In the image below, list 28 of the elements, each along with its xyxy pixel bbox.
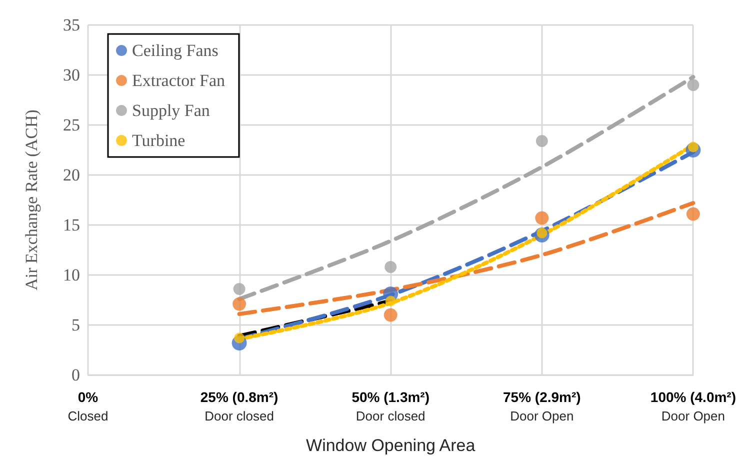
legend-label: Ceiling Fans (132, 41, 218, 60)
point (686, 207, 700, 221)
x-tick-label: 100% (4.0m²) Door Open (650, 389, 736, 424)
point (687, 79, 700, 91)
x-tick-label: 25% (0.8m²) Door closed (200, 389, 278, 424)
point (384, 308, 398, 322)
x-tick-label: 75% (2.9m²) Door Open (502, 389, 581, 424)
y-axis-title: Air Exchange Rate (ACH) (22, 110, 41, 290)
point (384, 261, 397, 273)
y-tick-label: 20 (63, 166, 80, 184)
x-axis-title: Window Opening Area (306, 436, 476, 455)
y-tick-label: 25 (63, 116, 80, 134)
point (535, 211, 549, 225)
x-tick-label: 0% Closed (68, 389, 108, 424)
point (232, 297, 246, 311)
point (233, 283, 246, 295)
y-tick-label: 30 (63, 66, 80, 84)
x-tick-label: 50% (1.3m²) Door closed (352, 389, 430, 424)
y-tick-label: 10 (63, 266, 80, 284)
y-tick-label: 35 (63, 16, 80, 34)
legend-label: Extractor Fan (132, 71, 226, 90)
point (536, 135, 548, 147)
y-tick-label: 15 (63, 216, 80, 234)
point (385, 296, 396, 306)
legend-label: Supply Fan (132, 101, 210, 120)
y-tick-label: 0 (72, 366, 80, 384)
y-tick-label: 5 (72, 316, 80, 334)
legend-label: Turbine (132, 131, 186, 150)
